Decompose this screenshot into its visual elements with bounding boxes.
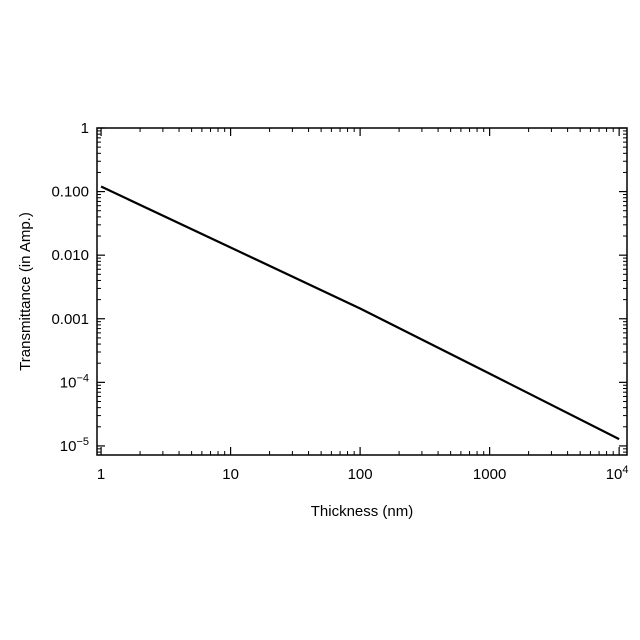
y-axis-title: Transmittance (in Amp.) (17, 212, 34, 371)
x-tick-label: 1 (97, 466, 105, 483)
x-tick-label: 104 (606, 464, 629, 483)
series-layer (100, 185, 620, 441)
x-tick-labels: 1 10 100 1000 104 (97, 464, 629, 483)
y-tick-label: 10−5 (60, 436, 89, 455)
y-tick-label: 10−4 (60, 372, 89, 391)
x-tick-label: 1000 (473, 466, 506, 483)
y-tick-label: 0.010 (51, 247, 89, 264)
y-tick-label: 0.001 (51, 311, 89, 328)
y-tick-labels: 1 0.100 0.010 0.001 10−4 10−5 (51, 120, 89, 455)
x-axis-title: Thickness (nm) (311, 503, 414, 520)
y-tick-label: 1 (81, 120, 89, 137)
major-ticks (97, 127, 627, 455)
x-tick-label: 100 (348, 466, 373, 483)
series-line (100, 185, 620, 441)
plot-frame (96, 127, 628, 456)
x-tick-label: 10 (222, 466, 239, 483)
y-tick-label: 0.100 (51, 184, 89, 201)
